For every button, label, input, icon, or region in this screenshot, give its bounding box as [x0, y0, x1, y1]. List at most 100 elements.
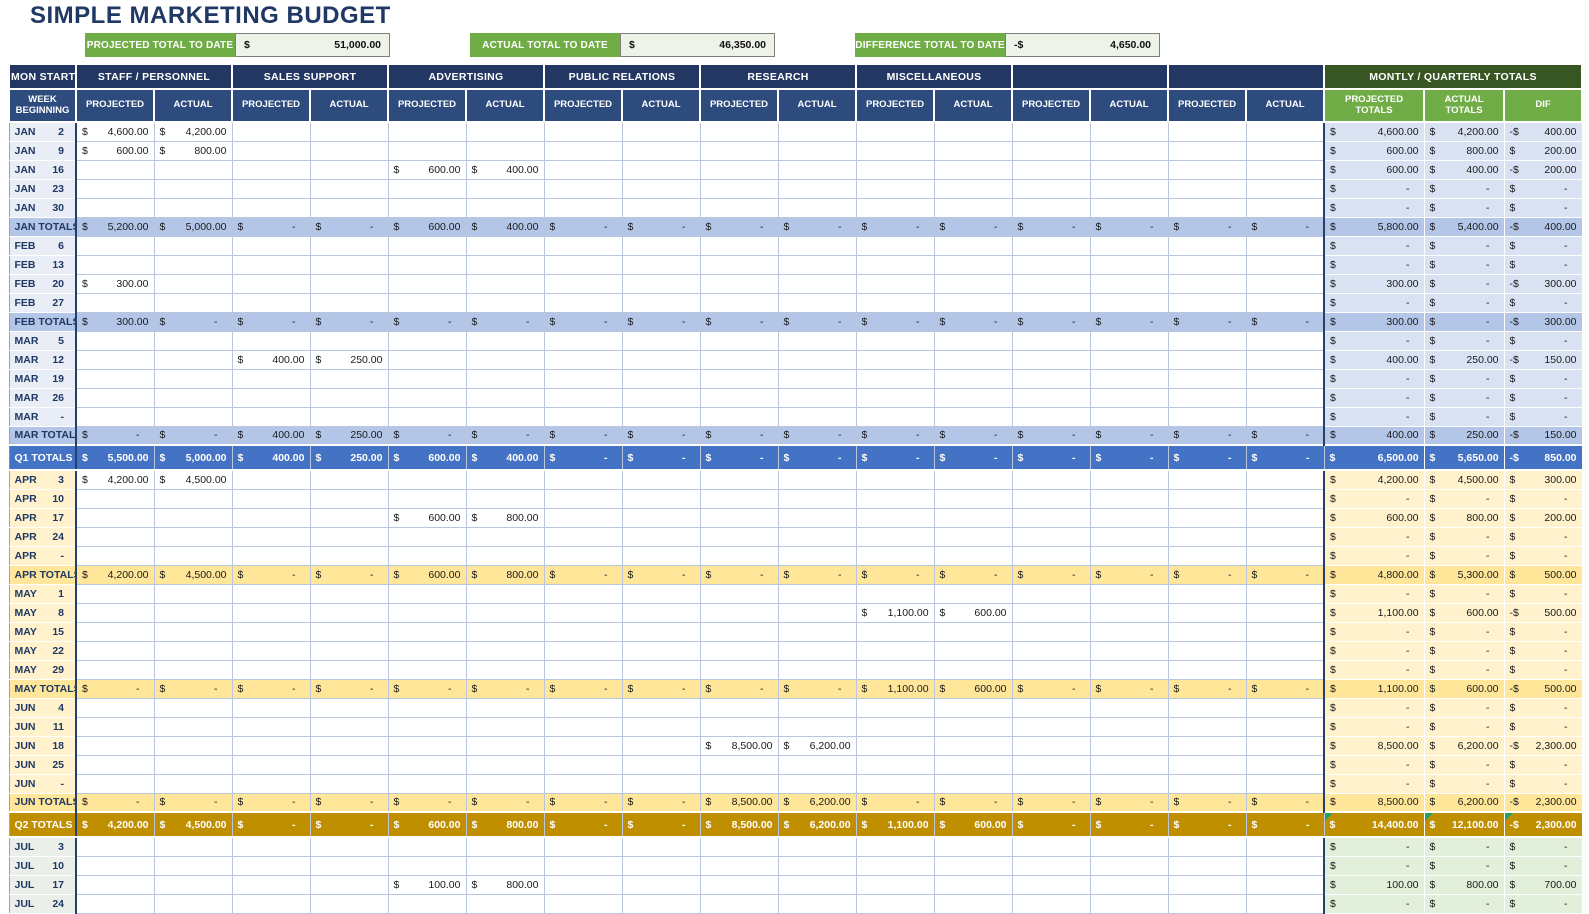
cell-jan-2-miscellaneous-actual[interactable] [933, 121, 1013, 142]
cell-mar--extra-1-projected[interactable] [1011, 406, 1091, 427]
cell-mar-totals-miscellaneous-actual[interactable]: $ - [933, 425, 1013, 446]
cell-jan-23-extra-2-projected[interactable] [1167, 178, 1247, 199]
cell-apr-3-dif[interactable]: $300.00 [1503, 469, 1583, 490]
cell-apr--sales-support-actual[interactable] [309, 545, 389, 566]
cell-apr-10-extra-1-actual[interactable] [1089, 488, 1169, 509]
cell-jan-9-sales-support-actual[interactable] [309, 140, 389, 161]
cell-apr-17-advertising-projected[interactable]: $600.00 [387, 507, 467, 528]
cell-jun-4-staff-actual[interactable] [153, 697, 233, 718]
cell-feb-13-extra-1-actual[interactable] [1089, 254, 1169, 275]
cell-feb-totals-extra-2-actual[interactable]: $ - [1245, 311, 1325, 332]
cell-mar-19-public-relations-projected[interactable] [543, 368, 623, 389]
header-advertising-projected[interactable]: PROJECTED [387, 88, 467, 123]
cell-feb-totals-projected-totals[interactable]: $300.00 [1323, 311, 1425, 332]
cell-mar-19-miscellaneous-projected[interactable] [855, 368, 935, 389]
cell-jul-3-extra-2-actual[interactable] [1245, 836, 1325, 857]
cell-mar--research-actual[interactable] [777, 406, 857, 427]
cell-mar--staff-projected[interactable] [75, 406, 155, 427]
cell-q2-totals-extra-1-actual[interactable]: $ - [1089, 811, 1169, 838]
cell-jul-24-actual-totals[interactable]: $ - [1423, 893, 1505, 914]
cell-apr--public-relations-actual[interactable] [621, 545, 701, 566]
cell-jan-30-research-actual[interactable] [777, 197, 857, 218]
cell-mar-5-research-actual[interactable] [777, 330, 857, 351]
cell-feb-13-advertising-projected[interactable] [387, 254, 467, 275]
header-group-public-relations[interactable]: PUBLIC RELATIONS [542, 63, 702, 90]
cell-may-15-sales-support-projected[interactable] [231, 621, 311, 642]
cell-jun-4-advertising-projected[interactable] [387, 697, 467, 718]
cell-apr-3-public-relations-projected[interactable] [543, 469, 623, 490]
row-label-jun-25[interactable]: JUN 25 [8, 754, 77, 775]
cell-jun-18-extra-1-actual[interactable] [1089, 735, 1169, 756]
cell-q1-totals-advertising-projected[interactable]: $600.00 [387, 444, 467, 471]
cell-jun-4-staff-projected[interactable] [75, 697, 155, 718]
cell-feb-totals-extra-1-actual[interactable]: $ - [1089, 311, 1169, 332]
cell-jul-17-extra-2-projected[interactable] [1167, 874, 1247, 895]
cell-mar--research-projected[interactable] [699, 406, 779, 427]
cell-feb-6-staff-actual[interactable] [153, 235, 233, 256]
cell-feb-totals-sales-support-actual[interactable]: $ - [309, 311, 389, 332]
cell-q2-totals-extra-2-projected[interactable]: $ - [1167, 811, 1247, 838]
cell-jan-23-miscellaneous-projected[interactable] [855, 178, 935, 199]
cell-jul-17-research-projected[interactable] [699, 874, 779, 895]
cell-apr--staff-projected[interactable] [75, 545, 155, 566]
cell-may-29-extra-2-projected[interactable] [1167, 659, 1247, 680]
cell-jan-23-public-relations-actual[interactable] [621, 178, 701, 199]
cell-apr--advertising-projected[interactable] [387, 545, 467, 566]
cell-jan-16-sales-support-projected[interactable] [231, 159, 311, 180]
cell-q1-totals-dif[interactable]: -$ 850.00 [1503, 444, 1583, 471]
cell-jan-23-sales-support-projected[interactable] [231, 178, 311, 199]
row-label-apr-24[interactable]: APR 24 [8, 526, 77, 547]
cell-q2-totals-sales-support-actual[interactable]: $ - [309, 811, 389, 838]
cell-apr-totals-research-actual[interactable]: $ - [777, 564, 857, 585]
cell-feb-6-extra-2-projected[interactable] [1167, 235, 1247, 256]
cell-feb-13-sales-support-actual[interactable] [309, 254, 389, 275]
cell-jul-24-extra-2-projected[interactable] [1167, 893, 1247, 914]
cell-may-22-miscellaneous-projected[interactable] [855, 640, 935, 661]
cell-may-totals-advertising-actual[interactable]: $ - [465, 678, 545, 699]
cell-mar-19-sales-support-actual[interactable] [309, 368, 389, 389]
cell-jan-totals-extra-1-projected[interactable]: $ - [1011, 216, 1091, 237]
cell-apr-totals-public-relations-projected[interactable]: $ - [543, 564, 623, 585]
cell-jan-30-actual-totals[interactable]: $ - [1423, 197, 1505, 218]
cell-jun-4-sales-support-projected[interactable] [231, 697, 311, 718]
cell-jan-23-public-relations-projected[interactable] [543, 178, 623, 199]
cell-q1-totals-extra-2-actual[interactable]: $ - [1245, 444, 1325, 471]
cell-jul-24-projected-totals[interactable]: $ - [1323, 893, 1425, 914]
cell-jan-23-miscellaneous-actual[interactable] [933, 178, 1013, 199]
cell-q1-totals-staff-actual[interactable]: $5,000.00 [153, 444, 233, 471]
cell-jun-11-extra-2-projected[interactable] [1167, 716, 1247, 737]
cell-q1-totals-sales-support-actual[interactable]: $250.00 [309, 444, 389, 471]
cell-jan-2-research-actual[interactable] [777, 121, 857, 142]
cell-q2-totals-research-projected[interactable]: $8,500.00 [699, 811, 779, 838]
cell-may-15-research-actual[interactable] [777, 621, 857, 642]
cell-feb-6-miscellaneous-actual[interactable] [933, 235, 1013, 256]
cell-feb-totals-extra-2-projected[interactable]: $ - [1167, 311, 1247, 332]
cell-may-1-extra-1-projected[interactable] [1011, 583, 1091, 604]
cell-jun-25-extra-2-actual[interactable] [1245, 754, 1325, 775]
cell-q2-totals-miscellaneous-actual[interactable]: $600.00 [933, 811, 1013, 838]
cell-may-8-advertising-actual[interactable] [465, 602, 545, 623]
cell-jul-17-research-actual[interactable] [777, 874, 857, 895]
cell-jan-9-extra-1-actual[interactable] [1089, 140, 1169, 161]
cell-jan-16-research-projected[interactable] [699, 159, 779, 180]
cell-feb-6-public-relations-actual[interactable] [621, 235, 701, 256]
cell-jan-9-advertising-projected[interactable] [387, 140, 467, 161]
cell-jul-24-sales-support-projected[interactable] [231, 893, 311, 914]
cell-jul-24-miscellaneous-projected[interactable] [855, 893, 935, 914]
cell-jun-4-projected-totals[interactable]: $ - [1323, 697, 1425, 718]
cell-mar--public-relations-actual[interactable] [621, 406, 701, 427]
cell-may-29-advertising-projected[interactable] [387, 659, 467, 680]
cell-q1-totals-extra-1-actual[interactable]: $ - [1089, 444, 1169, 471]
cell-jun--extra-1-actual[interactable] [1089, 773, 1169, 794]
row-label-apr-10[interactable]: APR 10 [8, 488, 77, 509]
cell-jan-totals-miscellaneous-actual[interactable]: $ - [933, 216, 1013, 237]
cell-mar-19-dif[interactable]: $ - [1503, 368, 1583, 389]
cell-jul-3-actual-totals[interactable]: $ - [1423, 836, 1505, 857]
cell-feb-27-miscellaneous-projected[interactable] [855, 292, 935, 313]
cell-jun-4-dif[interactable]: $ - [1503, 697, 1583, 718]
cell-jul-10-dif[interactable]: $ - [1503, 855, 1583, 876]
cell-mar-26-public-relations-actual[interactable] [621, 387, 701, 408]
cell-feb-27-extra-2-projected[interactable] [1167, 292, 1247, 313]
cell-jan-2-extra-1-actual[interactable] [1089, 121, 1169, 142]
cell-jan-30-projected-totals[interactable]: $ - [1323, 197, 1425, 218]
